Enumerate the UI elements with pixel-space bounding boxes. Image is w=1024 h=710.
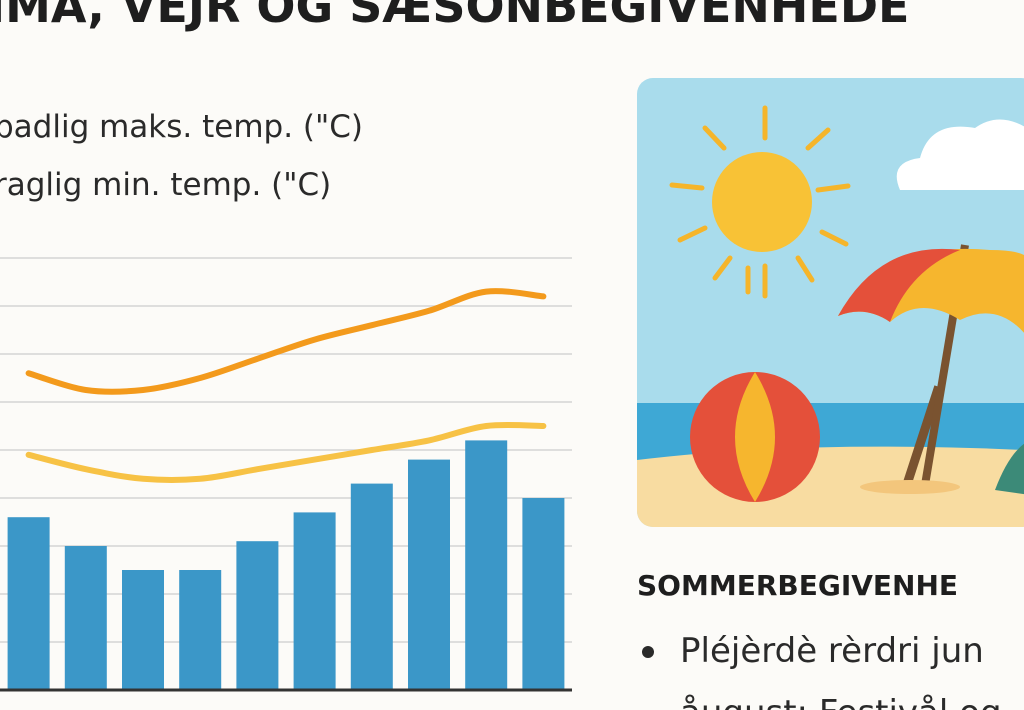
bar [293,512,336,690]
event-item: åugust: Festivål og [680,693,1002,710]
illustration [637,78,1024,527]
bar [465,440,508,690]
event-item: Pléjèrdè rèrdri jun [680,631,984,671]
bar [64,546,107,690]
bar [236,541,279,690]
chart [0,257,572,692]
bar [408,459,450,690]
bar [179,570,222,690]
bullet [642,646,654,658]
legend-entry: badlig maks. temp. ("C) [0,109,363,145]
line [25,288,547,395]
bar [522,498,565,690]
line [25,421,547,483]
bar [122,570,164,690]
events-heading: SOMMERBEGIVENHE [637,569,958,602]
legend-entry: raglig min. temp. ("C) [0,167,331,203]
page-title: IMA, VEJR OG SÆSONBEGIVENHEDE [0,0,909,33]
bar [350,483,393,690]
bar [7,517,50,690]
